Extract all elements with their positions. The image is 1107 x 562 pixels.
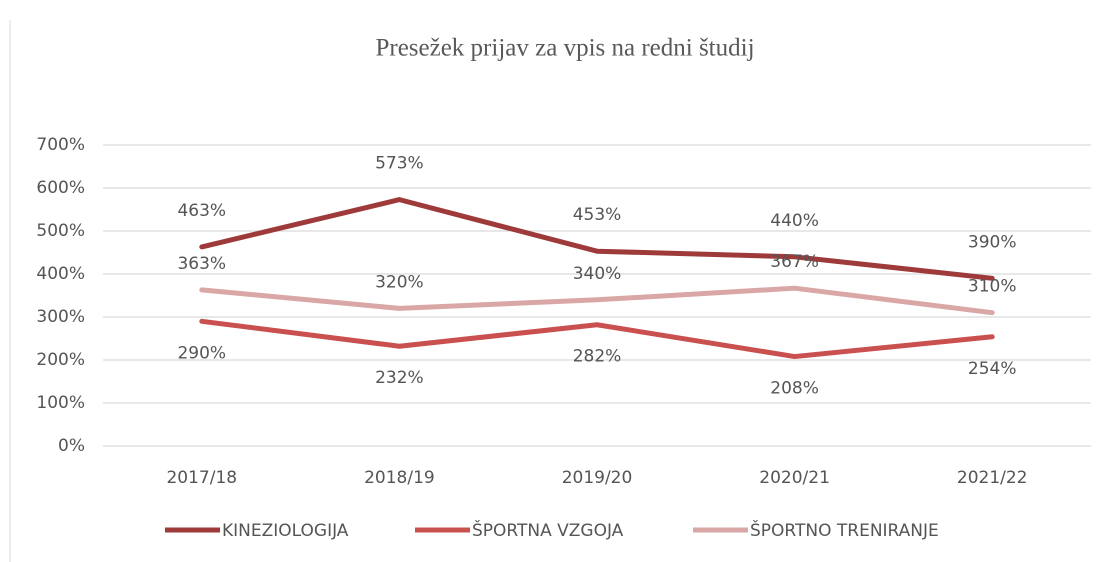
x-tick-label: 2021/22 — [957, 468, 1028, 488]
y-tick-label: 500% — [36, 221, 85, 241]
x-tick-label: 2020/21 — [759, 468, 830, 488]
y-tick-label: 100% — [36, 393, 85, 413]
data-label: 390% — [968, 232, 1017, 252]
data-label: 363% — [177, 254, 226, 274]
x-tick-label: 2019/20 — [562, 468, 633, 488]
data-label: 282% — [573, 347, 622, 367]
data-label: 310% — [968, 277, 1017, 297]
data-label: 320% — [375, 272, 424, 292]
y-tick-label: 400% — [36, 264, 85, 284]
y-tick-label: 700% — [36, 135, 85, 155]
data-label: 463% — [177, 201, 226, 221]
y-tick-label: 200% — [36, 350, 85, 370]
series-line — [199, 285, 995, 316]
legend-label: KINEZIOLOGIJA — [222, 521, 349, 541]
y-tick-label: 300% — [36, 307, 85, 327]
data-label: 208% — [770, 379, 819, 399]
series-line — [199, 318, 995, 360]
data-label: 573% — [375, 154, 424, 174]
series-line — [199, 197, 995, 281]
data-label: 254% — [968, 359, 1017, 379]
x-tick-label: 2018/19 — [364, 468, 435, 488]
y-tick-label: 0% — [58, 436, 85, 456]
data-label: 453% — [573, 205, 622, 225]
legend-label: ŠPORTNA VZGOJA — [472, 519, 624, 541]
legend-label: ŠPORTNO TRENIRANJE — [750, 519, 939, 541]
chart-title: Presežek prijav za vpis na redni študij — [375, 35, 754, 62]
data-label: 367% — [770, 252, 819, 272]
data-label: 290% — [177, 343, 226, 363]
data-label: 340% — [573, 264, 622, 284]
x-tick-label: 2017/18 — [166, 468, 237, 488]
data-label: 232% — [375, 368, 424, 388]
y-tick-label: 600% — [36, 178, 85, 198]
data-label: 440% — [770, 211, 819, 231]
